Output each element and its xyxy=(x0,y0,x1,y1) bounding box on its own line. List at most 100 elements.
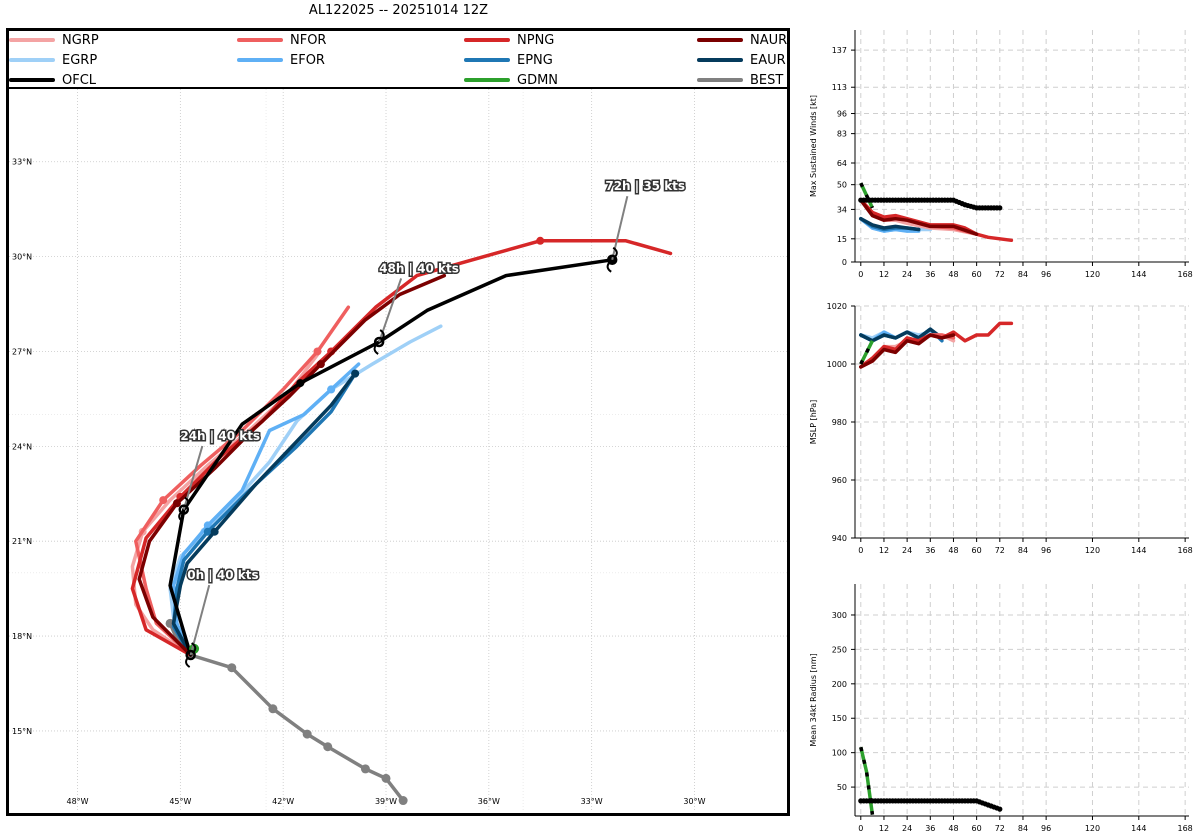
legend-item-eaur: EAUR xyxy=(697,51,786,69)
legend-item-egrp: EGRP xyxy=(9,51,97,69)
legend-label: EPNG xyxy=(517,52,553,68)
legend-item-best: BEST xyxy=(697,71,783,89)
y-axis-label: MSLP [hPa] xyxy=(809,400,818,444)
legend-swatch xyxy=(9,38,55,42)
x-tick-label: 0 xyxy=(858,270,863,279)
lon-tick-label: 48°W xyxy=(66,797,88,806)
y-tick-label: 137 xyxy=(832,46,847,55)
legend-label: EFOR xyxy=(290,52,325,68)
x-tick-label: 36 xyxy=(925,546,935,555)
figure-title: AL122025 -- 20251014 12Z xyxy=(308,3,489,18)
y-tick-label: 50 xyxy=(837,783,847,792)
x-tick-label: 168 xyxy=(1177,824,1192,833)
x-tick-label: 96 xyxy=(1041,270,1051,279)
track-point-best xyxy=(360,764,370,774)
legend-swatch xyxy=(697,78,743,82)
track-best xyxy=(168,621,405,803)
lon-tick-label: 39°W xyxy=(375,797,397,806)
storm-symbol-tail xyxy=(185,642,197,668)
x-tick-label: 84 xyxy=(1018,270,1028,279)
y-tick-label: 0 xyxy=(842,258,847,267)
x-tick-label: 0 xyxy=(858,824,863,833)
annotation-leader xyxy=(611,195,629,260)
y-tick-label: 150 xyxy=(832,714,847,723)
legend-item-npng: NPNG xyxy=(464,31,554,49)
legend-item-naur: NAUR xyxy=(697,31,787,49)
series-naur xyxy=(859,333,956,369)
lon-tick-label: 45°W xyxy=(169,797,191,806)
x-tick-label: 72 xyxy=(995,824,1005,833)
mslp-panel: 0 12 24 36 48 60 72 84 96 120 144 168 940 960 980 1000 1… xyxy=(809,302,1193,555)
legend-label: NPNG xyxy=(517,32,555,48)
legend-label: OFCL xyxy=(62,72,97,88)
series-gdmn xyxy=(859,340,874,365)
legend-item-gdmn: GDMN xyxy=(464,71,558,89)
lat-tick-label: 33°N xyxy=(12,158,32,167)
legend-swatch xyxy=(237,38,283,42)
y-tick-label: 300 xyxy=(832,611,847,620)
legend-item-ngrp: NGRP xyxy=(9,31,99,49)
x-tick-label: 36 xyxy=(925,824,935,833)
lon-tick-label: 33°W xyxy=(581,797,603,806)
map-frame xyxy=(6,28,790,816)
x-tick-label: 72 xyxy=(995,546,1005,555)
series-naur xyxy=(859,198,979,236)
y-axis-label: Mean 34kt Radius [nm] xyxy=(809,653,818,746)
x-tick-label: 36 xyxy=(925,270,935,279)
legend: NGRP NFOR NPNG NAUR EGRP EFOR EPNG EAUR OFCL GDMN… xyxy=(9,31,787,89)
legend-label: NAUR xyxy=(750,32,788,48)
lon-tick-label: 42°W xyxy=(272,797,294,806)
y-tick-label: 34 xyxy=(837,205,847,214)
max-wind-panel: 0 12 24 36 48 60 72 84 96 120 144 168 0 15 34 50 64 83 96 1… xyxy=(809,30,1193,279)
y-tick-label: 980 xyxy=(832,418,847,427)
track-point-efor xyxy=(327,385,336,394)
lat-tick-label: 30°N xyxy=(12,253,32,262)
y-tick-label: 1020 xyxy=(827,302,847,311)
legend-item-efor: EFOR xyxy=(237,51,325,69)
x-tick-label: 144 xyxy=(1131,270,1146,279)
y-tick-label: 940 xyxy=(832,534,847,543)
legend-swatch xyxy=(237,58,283,62)
y-tick-label: 50 xyxy=(837,181,847,190)
ofcl-point xyxy=(997,806,1003,812)
legend-label: NFOR xyxy=(290,32,327,48)
storm-symbol-icon xyxy=(178,504,190,515)
lat-tick-label: 18°N xyxy=(12,632,32,641)
y-axis-label: Max Sustained Winds [kt] xyxy=(809,95,818,197)
track-map: 48°W 45°W 42°W 39°W 36°W 33°W 30°W 33°N 30°N 27°N… xyxy=(9,89,787,810)
x-tick-label: 120 xyxy=(1085,546,1100,555)
x-tick-label: 96 xyxy=(1041,546,1051,555)
series-gdmn-dash xyxy=(859,182,874,209)
storm-symbol-tail xyxy=(178,496,190,523)
legend-swatch xyxy=(464,58,510,62)
legend-label: GDMN xyxy=(517,72,559,88)
legend-item-nfor: NFOR xyxy=(237,31,326,49)
track-point-ofcl xyxy=(296,379,305,388)
lat-tick-label: 21°N xyxy=(12,537,32,546)
legend-swatch xyxy=(464,38,510,42)
y-tick-label: 96 xyxy=(837,110,847,119)
annotation-label: 48h | 40 kts xyxy=(379,261,459,275)
legend-swatch xyxy=(697,38,743,42)
x-tick-label: 60 xyxy=(972,824,982,833)
storm-symbol-tail xyxy=(373,329,385,355)
lat-tick-label: 27°N xyxy=(12,347,32,356)
track-point-best xyxy=(268,704,278,714)
y-tick-label: 15 xyxy=(837,235,847,244)
legend-label: BEST xyxy=(750,72,784,88)
track-point-best xyxy=(227,663,237,673)
x-tick-label: 48 xyxy=(948,270,958,279)
series-eaur xyxy=(859,327,944,343)
y-tick-label: 1000 xyxy=(827,360,847,369)
x-tick-label: 12 xyxy=(879,270,889,279)
series-npng xyxy=(859,321,1014,369)
x-tick-label: 144 xyxy=(1131,546,1146,555)
x-tick-label: 60 xyxy=(972,270,982,279)
x-tick-label: 144 xyxy=(1131,824,1146,833)
y-tick-label: 250 xyxy=(832,645,847,654)
track-point-best xyxy=(398,796,408,806)
legend-item-epng: EPNG xyxy=(464,51,553,69)
track-ofcl xyxy=(168,258,614,657)
x-tick-label: 84 xyxy=(1018,824,1028,833)
y-tick-label: 100 xyxy=(832,749,847,758)
